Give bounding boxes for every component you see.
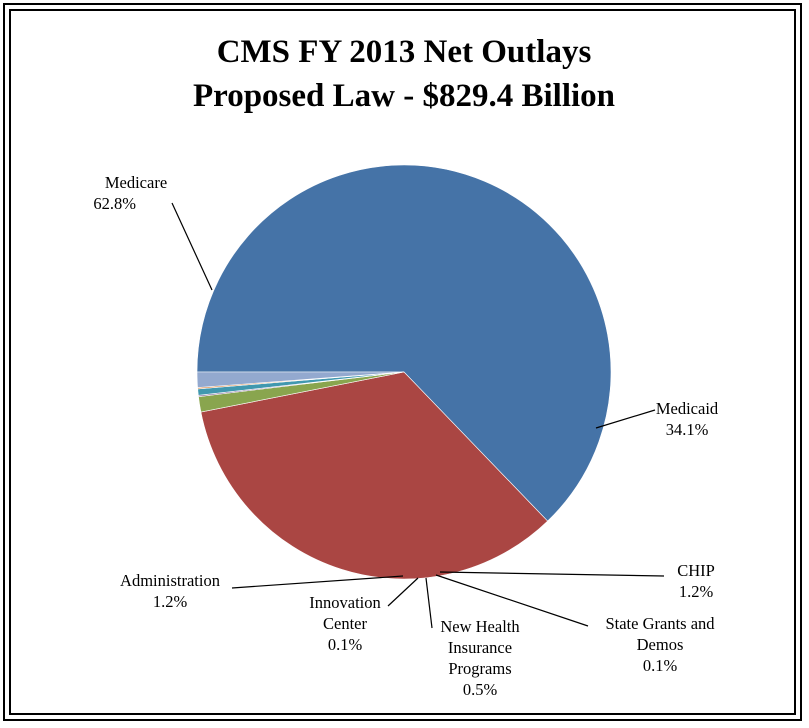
pie-slices — [196, 164, 612, 580]
chart-title-line-2: Proposed Law - $829.4 Billion — [193, 78, 615, 114]
slice-labels: Medicare 62.8% Medicaid 34.1% CHIP 1.2% State … — [93, 173, 719, 699]
slice-label-line: New Health — [440, 617, 520, 636]
slice-label-line: Administration — [120, 571, 220, 590]
inner-frame — [9, 9, 796, 715]
leader-line-administration — [231, 575, 404, 589]
slice-label-line: 1.2% — [153, 592, 188, 611]
slice-label-line: Programs — [448, 659, 511, 678]
slice-label-chip: CHIP 1.2% — [677, 561, 715, 601]
leader-line-medicaid — [595, 409, 656, 429]
slice-label-line: 0.1% — [328, 635, 363, 654]
slice-label-line: State Grants and — [605, 614, 715, 633]
slice-label-line: 0.5% — [463, 680, 498, 699]
leader-line-medicare — [171, 202, 213, 291]
slice-label-state-grants-and-demos: State Grants and Demos 0.1% — [605, 614, 715, 675]
slice-label-line: Medicare — [105, 173, 167, 192]
slice-label-medicaid: Medicaid 34.1% — [656, 399, 719, 439]
pie-slice-administration — [196, 371, 405, 388]
slice-label-line: Center — [323, 614, 367, 633]
slice-label-line: Demos — [637, 635, 684, 654]
pie-slice-medicare — [196, 164, 612, 522]
slice-label-line: CHIP — [677, 561, 715, 580]
leader-line-chip — [439, 571, 665, 577]
slice-label-line: 62.8% — [93, 194, 136, 213]
slice-label-line: 1.2% — [679, 582, 714, 601]
chart-title-line-1: CMS FY 2013 Net Outlays — [217, 34, 592, 70]
slice-label-line: Medicaid — [656, 399, 719, 418]
slice-label-line: Innovation — [309, 593, 381, 612]
outer-frame — [3, 3, 802, 721]
leader-lines — [171, 202, 665, 629]
leader-line-innovation-center — [387, 577, 419, 607]
slice-label-new-health-insurance-programs: New Health Insurance Programs 0.5% — [440, 617, 520, 699]
slice-label-medicare: Medicare 62.8% — [93, 173, 167, 213]
slice-label-line: Insurance — [448, 638, 512, 657]
slice-label-line: 34.1% — [666, 420, 709, 439]
pie-slice-medicaid — [200, 371, 549, 580]
slice-label-administration: Administration 1.2% — [120, 571, 220, 611]
slice-label-line: 0.1% — [643, 656, 678, 675]
leader-line-new-health-insurance-programs — [425, 577, 433, 629]
slice-label-innovation-center: Innovation Center 0.1% — [309, 593, 381, 654]
leader-line-state-grants-and-demos — [435, 574, 589, 627]
